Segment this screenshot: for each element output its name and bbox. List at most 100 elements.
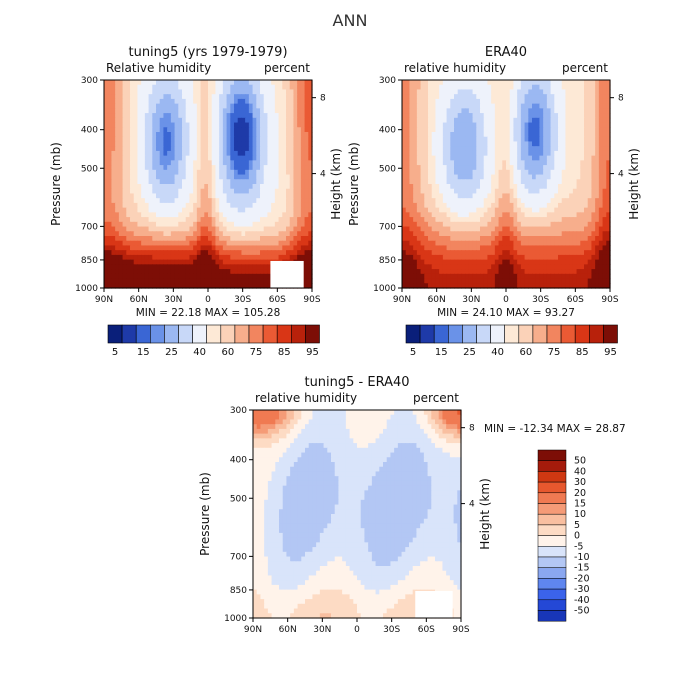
field-cell [115, 141, 120, 147]
field-cell [260, 179, 265, 185]
field-cell [130, 207, 135, 213]
field-cell [520, 188, 526, 195]
field-cell [565, 226, 570, 232]
field-cell [230, 150, 235, 157]
field-cell [137, 155, 142, 161]
field-cell [282, 169, 287, 176]
field-cell [546, 193, 552, 199]
field-cell [498, 150, 503, 157]
field-cell [468, 132, 474, 138]
field-cell [402, 141, 407, 147]
field-cell [502, 198, 507, 204]
field-cell [506, 146, 511, 152]
field-cell [241, 122, 246, 128]
field-cell [193, 84, 198, 91]
field-cell [439, 221, 444, 228]
field-cell [569, 94, 574, 100]
field-cell [248, 259, 254, 265]
field-cell [558, 240, 563, 247]
field-cell [580, 141, 585, 147]
field-cell [502, 127, 507, 133]
field-cell [200, 217, 205, 223]
field-cell [431, 117, 437, 124]
field-cell [193, 155, 198, 161]
field-cell [189, 188, 194, 195]
field-cell [442, 108, 448, 114]
field-cell [509, 273, 515, 280]
field-cell [587, 160, 593, 166]
field-cell [487, 169, 492, 176]
field-cell [576, 122, 581, 128]
field-cell [293, 179, 298, 185]
field-cell [230, 278, 235, 284]
field-cell [256, 169, 261, 176]
field-cell [565, 217, 570, 223]
field-cell [472, 273, 477, 280]
field-cell [416, 217, 422, 223]
field-cell [476, 103, 481, 109]
field-cell [196, 94, 202, 100]
field-cell [428, 113, 433, 119]
field-cell [211, 146, 217, 152]
field-cell [424, 146, 429, 152]
field-cell [200, 160, 205, 166]
field-cell [248, 212, 254, 218]
field-cell [237, 226, 243, 232]
field-cell [576, 80, 581, 86]
field-cell [606, 179, 611, 185]
field-cell [289, 240, 295, 247]
field-cell [539, 169, 544, 176]
field-cell [193, 269, 198, 275]
field-cell [598, 150, 604, 157]
field-cell [219, 169, 224, 176]
field-cell [580, 254, 585, 261]
field-cell [465, 188, 470, 195]
field-cell [118, 278, 124, 284]
field-cell [293, 84, 298, 91]
field-cell [483, 103, 489, 109]
field-cell [483, 136, 489, 143]
field-cell [152, 250, 157, 256]
field-cell [584, 202, 589, 209]
field-cell [606, 98, 611, 105]
field-cell [167, 250, 172, 256]
field-cell [524, 141, 529, 147]
field-cell [457, 283, 463, 289]
field-cell [234, 84, 239, 91]
field-cell [602, 264, 607, 270]
field-cell [189, 127, 194, 133]
field-cell [178, 202, 183, 209]
field-cell [241, 259, 246, 265]
field-cell [204, 231, 209, 237]
field-cell [532, 240, 537, 247]
field-cell [133, 174, 139, 180]
field-cell [483, 236, 489, 242]
field-cell [174, 174, 179, 180]
field-cell [402, 169, 407, 176]
field-cell [144, 84, 150, 91]
field-cell [300, 127, 306, 133]
field-cell [402, 198, 407, 204]
field-cell [163, 278, 168, 284]
field-cell [420, 283, 425, 289]
field-cell [480, 179, 485, 185]
field-cell [133, 136, 139, 143]
field-cell [442, 174, 448, 180]
field-cell [480, 165, 485, 171]
field-cell [532, 80, 537, 86]
field-cell [256, 250, 261, 256]
field-cell [256, 136, 261, 143]
field-cell [528, 122, 533, 128]
field-cell [241, 254, 246, 261]
field-cell [532, 250, 537, 256]
field-cell [308, 179, 313, 185]
field-cell [122, 108, 127, 114]
field-cell [402, 207, 407, 213]
field-cell [156, 141, 161, 147]
field-cell [606, 103, 611, 109]
field-cell [226, 146, 231, 152]
field-cell [230, 283, 235, 289]
field-cell [234, 217, 239, 223]
field-cell [170, 240, 176, 247]
field-cell [520, 198, 526, 204]
